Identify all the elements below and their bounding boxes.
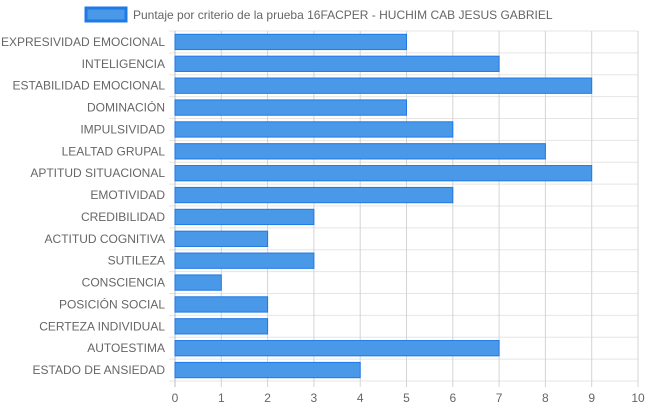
- x-tick-label: 7: [496, 391, 503, 405]
- x-tick-label: 6: [449, 391, 456, 405]
- bar[interactable]: [174, 340, 500, 357]
- bars: [174, 33, 593, 379]
- legend-swatch: [84, 6, 128, 23]
- category-label: EMOTIVIDAD: [90, 188, 165, 202]
- category-label: AUTOESTIMA: [87, 341, 165, 355]
- x-tick-label: 9: [588, 391, 595, 405]
- x-tick-label: 3: [311, 391, 318, 405]
- bar[interactable]: [174, 121, 454, 138]
- x-tick-label: 4: [357, 391, 364, 405]
- x-tick-label: 0: [172, 391, 179, 405]
- bar[interactable]: [174, 252, 315, 269]
- x-tick-label: 2: [264, 391, 271, 405]
- category-label: DOMINACIÓN: [87, 100, 165, 115]
- bar[interactable]: [174, 318, 269, 335]
- category-label: SUTILEZA: [108, 254, 165, 268]
- category-label: IMPULSIVIDAD: [80, 122, 165, 136]
- bar[interactable]: [174, 55, 500, 72]
- category-label: POSICIÓN SOCIAL: [59, 296, 165, 311]
- x-tick-label: 10: [631, 391, 645, 405]
- bar[interactable]: [174, 165, 593, 182]
- bar[interactable]: [174, 99, 407, 116]
- category-label: ESTADO DE ANSIEDAD: [33, 363, 166, 377]
- category-label: APTITUD SITUACIONAL: [30, 166, 165, 180]
- x-tick-label: 8: [542, 391, 549, 405]
- category-label: CONSCIENCIA: [82, 276, 165, 290]
- bar[interactable]: [174, 361, 361, 379]
- bar[interactable]: [174, 274, 222, 291]
- bar[interactable]: [174, 186, 454, 204]
- bar[interactable]: [174, 230, 269, 247]
- bar[interactable]: [174, 208, 315, 226]
- bar[interactable]: [174, 296, 269, 313]
- legend[interactable]: Puntaje por criterio de la prueba 16FACP…: [84, 6, 553, 23]
- category-label: CREDIBILIDAD: [81, 210, 165, 224]
- category-label: EXPRESIVIDAD EMOCIONAL: [1, 35, 165, 49]
- category-label: LEALTAD GRUPAL: [62, 144, 166, 158]
- category-label: INTELIGENCIA: [82, 57, 165, 71]
- x-tick-label: 5: [403, 391, 410, 405]
- bar[interactable]: [174, 33, 407, 51]
- category-label: ACTITUD COGNITIVA: [45, 232, 165, 246]
- category-labels: EXPRESIVIDAD EMOCIONAL INTELIGENCIA ESTABI…: [1, 35, 165, 377]
- legend-label: Puntaje por criterio de la prueba 16FACP…: [133, 8, 553, 22]
- bar[interactable]: [174, 77, 593, 94]
- x-tick-labels: 0 1 2 3 4 5 6 7 8 9 10: [172, 391, 645, 405]
- category-label: ESTABILIDAD EMOCIONAL: [13, 79, 166, 93]
- category-label: CERTEZA INDIVIDUAL: [39, 319, 165, 333]
- x-tick-label: 1: [218, 391, 225, 405]
- bar[interactable]: [174, 143, 546, 160]
